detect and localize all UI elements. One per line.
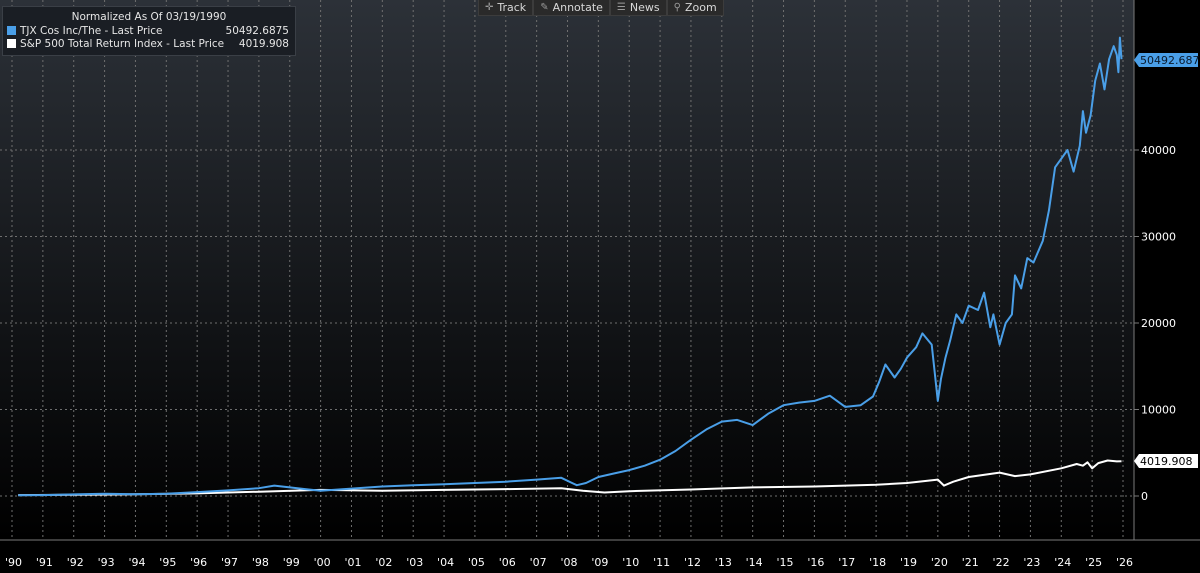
y-tick-label: 30000 [1141, 231, 1176, 244]
x-tick-label: '25 [1085, 556, 1102, 569]
x-tick-label: '08 [561, 556, 578, 569]
x-tick-label: '92 [67, 556, 84, 569]
legend-swatch-spx [7, 39, 16, 48]
chart-toolbar: ✛ Track ✎ Annotate ☰ News ⚲ Zoom [478, 0, 724, 16]
x-tick-label: '15 [777, 556, 794, 569]
x-tick-label: '12 [684, 556, 701, 569]
annotate-label: Annotate [552, 1, 603, 14]
x-tick-label: '19 [900, 556, 917, 569]
spx-last-value-tag-shape [1134, 454, 1198, 468]
track-button[interactable]: ✛ Track [478, 0, 534, 16]
x-tick-label: '06 [499, 556, 516, 569]
tjx-last-value-tag-shape [1134, 53, 1198, 67]
x-tick-label: '10 [622, 556, 639, 569]
x-tick-label: '05 [468, 556, 485, 569]
legend-value-tjx: 50492.6875 [225, 24, 289, 37]
x-tick-label: '97 [221, 556, 238, 569]
last-value-tags: 50492.6875 4019.908 [1134, 53, 1200, 468]
spx-last-value-tag-label: 4019.908 [1140, 455, 1193, 468]
x-tick-label: '17 [838, 556, 855, 569]
x-tick-label: '04 [437, 556, 454, 569]
tjx-last-value-tag-label: 50492.6875 [1140, 54, 1200, 67]
y-tick-label: 10000 [1141, 404, 1176, 417]
x-tick-label: '13 [715, 556, 732, 569]
x-tick-label: '22 [993, 556, 1010, 569]
x-tick-label: '24 [1054, 556, 1071, 569]
news-button[interactable]: ☰ News [609, 0, 667, 16]
x-tick-label: '09 [591, 556, 608, 569]
x-tick-label: '94 [128, 556, 145, 569]
x-tick-label: '91 [36, 556, 53, 569]
x-tick-label: '01 [344, 556, 361, 569]
legend-value-spx: 4019.908 [238, 37, 289, 50]
x-tick-label: '95 [159, 556, 176, 569]
tjx-price-line [18, 36, 1123, 497]
x-tick-label: '21 [962, 556, 979, 569]
zoom-button[interactable]: ⚲ Zoom [666, 0, 724, 16]
y-tick-label: 0 [1141, 490, 1148, 503]
x-tick-label: '02 [375, 556, 392, 569]
spx-total-return-line [18, 459, 1122, 497]
legend-label-tjx: TJX Cos Inc/The - Last Price [20, 24, 163, 37]
spx-last-value-tag: 4019.908 [1134, 454, 1198, 468]
x-tick-label: '98 [252, 556, 269, 569]
legend-title: Normalized As Of 03/19/1990 [71, 11, 227, 23]
x-tick-label: '96 [190, 556, 207, 569]
crosshair-icon: ✛ [485, 2, 494, 13]
x-tick-label: '00 [314, 556, 331, 569]
x-tick-label: '16 [807, 556, 824, 569]
x-tick-label: '18 [869, 556, 886, 569]
x-tick-label: '14 [746, 556, 763, 569]
x-tick-label: '20 [931, 556, 948, 569]
legend-swatch-tjx [7, 26, 16, 35]
magnifier-icon: ⚲ [673, 2, 681, 13]
legend-entry-spx[interactable]: S&P 500 Total Return Index - Last Price … [3, 37, 295, 50]
x-tick-label: '93 [98, 556, 115, 569]
grid-lines [0, 0, 1134, 540]
y-axis-ticks: 0 10000 20000 30000 40000 [1134, 144, 1176, 503]
x-tick-label: '99 [283, 556, 300, 569]
x-tick-label: '03 [406, 556, 423, 569]
series-lines [18, 36, 1123, 497]
x-axis-ticks: '90 '91 '92 '93 '94 '95 '96 '97 '98 '99 '00 '01 '02 '… [5, 556, 1133, 569]
tjx-last-value-tag: 50492.6875 [1134, 53, 1200, 67]
x-tick-label: '11 [653, 556, 670, 569]
x-tick-label: '26 [1116, 556, 1133, 569]
legend-entry-tjx[interactable]: TJX Cos Inc/The - Last Price 50492.6875 [3, 24, 295, 37]
track-label: Track [497, 1, 527, 14]
zoom-label: Zoom [684, 1, 717, 14]
news-icon: ☰ [616, 2, 626, 13]
y-tick-label: 40000 [1141, 144, 1176, 157]
legend-label-spx: S&P 500 Total Return Index - Last Price [20, 37, 225, 50]
news-label: News [629, 1, 660, 14]
y-tick-label: 20000 [1141, 317, 1176, 330]
annotate-button[interactable]: ✎ Annotate [533, 0, 610, 16]
x-tick-label: '90 [5, 556, 22, 569]
x-tick-label: '23 [1023, 556, 1040, 569]
chart-legend: Normalized As Of 03/19/1990 TJX Cos Inc/… [2, 6, 296, 56]
x-tick-label: '07 [530, 556, 547, 569]
pencil-icon: ✎ [540, 2, 549, 13]
